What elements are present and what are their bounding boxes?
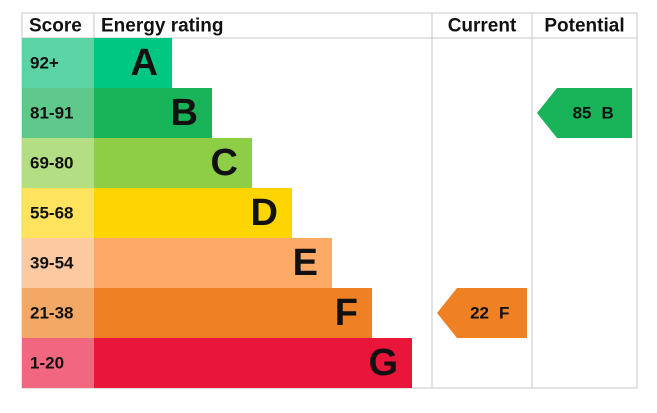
score-cell <box>22 188 94 238</box>
rating-bar <box>94 88 212 138</box>
rating-bar <box>94 238 332 288</box>
score-cell <box>22 288 94 338</box>
band-letter: D <box>251 192 278 234</box>
band-letter: G <box>368 342 398 384</box>
band-score: 1-20 <box>30 353 64 372</box>
potential-band: B <box>602 103 614 122</box>
band-score: 92+ <box>30 53 59 72</box>
band-letter: F <box>335 292 358 334</box>
current-band: F <box>499 303 509 322</box>
score-cell <box>22 88 94 138</box>
score-cell <box>22 138 94 188</box>
rating-bar <box>94 138 252 188</box>
band-letter: A <box>131 42 158 84</box>
column-header: Score <box>29 16 82 37</box>
chart-body: Score Energy rating Current Potential 92+ A 81… <box>22 13 637 388</box>
current-arrow <box>437 288 527 338</box>
band-score: 55-68 <box>30 203 73 222</box>
band-score: 81-91 <box>30 103 73 122</box>
rating-bar <box>94 38 172 88</box>
column-header: Energy rating <box>101 16 223 37</box>
potential-value: 85 <box>573 103 592 122</box>
column-header: Potential <box>544 16 624 37</box>
score-cell <box>22 338 94 388</box>
rating-bar <box>94 188 292 238</box>
band-score: 69-80 <box>30 153 73 172</box>
score-cell <box>22 38 94 88</box>
band-letter: C <box>211 142 238 184</box>
band-score: 39-54 <box>30 253 74 272</box>
rating-bar <box>94 338 412 388</box>
band-letter: B <box>171 92 198 134</box>
rating-bar <box>94 288 372 338</box>
score-cell <box>22 238 94 288</box>
column-header: Current <box>448 16 517 37</box>
band-letter: E <box>293 242 318 284</box>
current-value: 22 <box>470 303 489 322</box>
potential-arrow <box>537 88 632 138</box>
band-score: 21-38 <box>30 303 73 322</box>
